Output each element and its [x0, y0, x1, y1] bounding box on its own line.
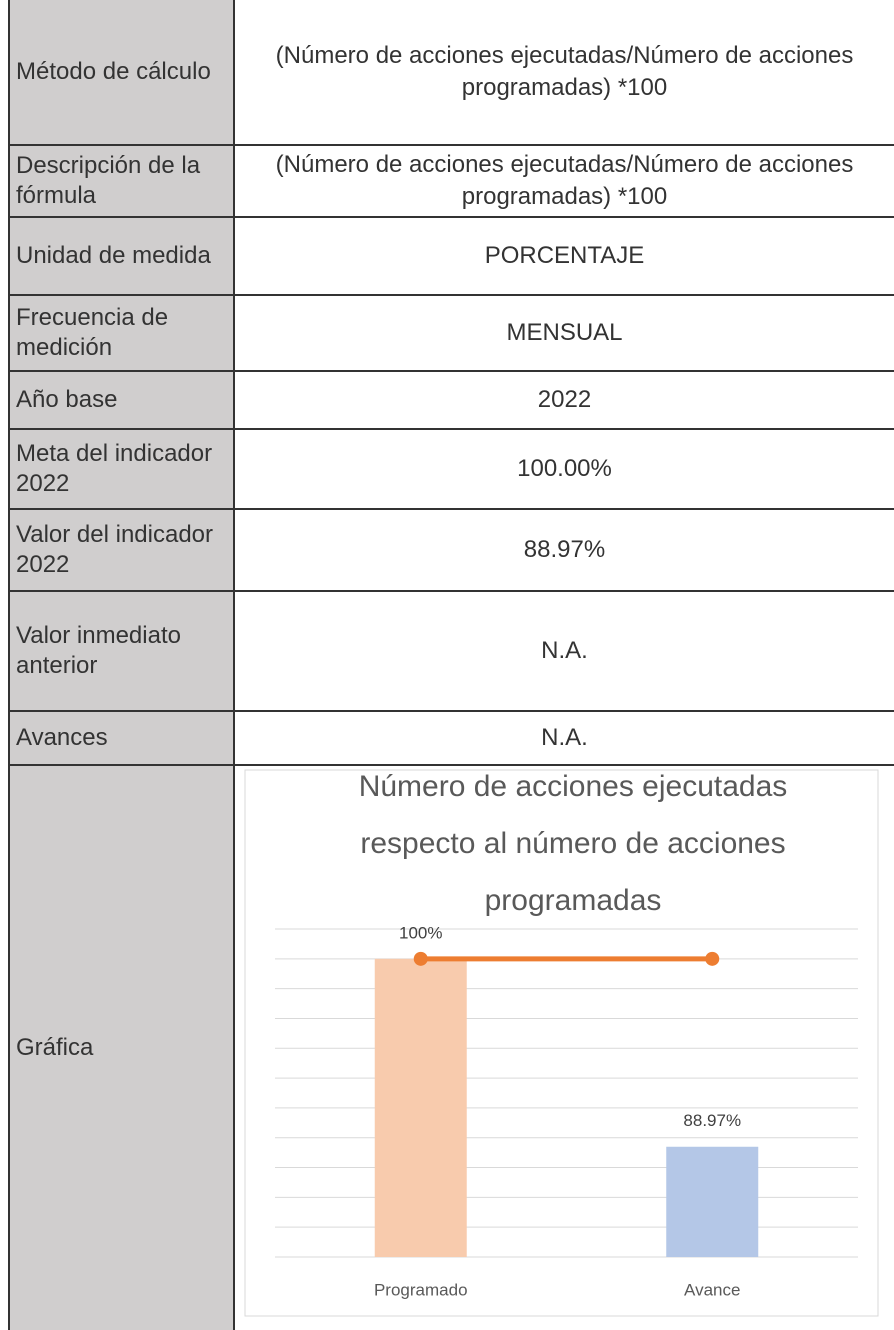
row-value: 88.97% [523, 536, 606, 563]
x-tick-label: Avance [684, 1280, 740, 1299]
table-row: Meta del indicador 2022 100.00% [8, 430, 894, 510]
row-label: Gráfica [8, 766, 235, 1330]
line-marker [705, 951, 720, 966]
line-marker [413, 951, 428, 966]
row-label: Frecuencia de medición [8, 296, 235, 370]
data-label: 88.97% [683, 1111, 741, 1130]
row-value: (Número de acciones ejecutadas/Número de… [275, 42, 854, 101]
chart-title: Número de acciones ejecutadas respecto a… [358, 770, 788, 917]
row-label: Valor inmediato anterior [8, 592, 235, 710]
row-value: PORCENTAJE [484, 242, 645, 269]
row-label: Avances [8, 712, 235, 764]
table-row: Unidad de medida PORCENTAJE [8, 218, 894, 296]
row-value: N.A. [541, 637, 588, 664]
bar [666, 1146, 759, 1257]
row-label: Año base [8, 372, 235, 428]
row-value: (Número de acciones ejecutadas/Número de… [275, 151, 854, 210]
table-row: Valor del indicador 2022 88.97% [8, 510, 894, 592]
table-row: Avances N.A. [8, 712, 894, 766]
row-value: 2022 [537, 386, 592, 413]
table-row: Gráfica [8, 766, 894, 1330]
row-value: MENSUAL [506, 319, 623, 346]
row-value: N.A. [541, 724, 588, 751]
table-row: Método de cálculo (Número de acciones eje… [8, 0, 894, 146]
chart-frame [244, 769, 879, 1317]
bar [374, 958, 467, 1257]
table-row: Frecuencia de medición MENSUAL [8, 296, 894, 372]
table-row: Descripción de la fórmula (Número de acci… [8, 146, 894, 218]
row-label: Meta del indicador 2022 [8, 430, 235, 508]
row-label: Descripción de la fórmula [8, 146, 235, 216]
row-label: Unidad de medida [8, 218, 235, 294]
row-label: Método de cálculo [8, 0, 235, 144]
x-tick-label: Programado [374, 1280, 468, 1299]
table-row: Año base 2022 [8, 372, 894, 430]
table-row: Valor inmediato anterior N.A. [8, 592, 894, 712]
row-label: Valor del indicador 2022 [8, 510, 235, 590]
data-label: 100% [399, 923, 442, 942]
row-value: 100.00% [517, 455, 612, 482]
